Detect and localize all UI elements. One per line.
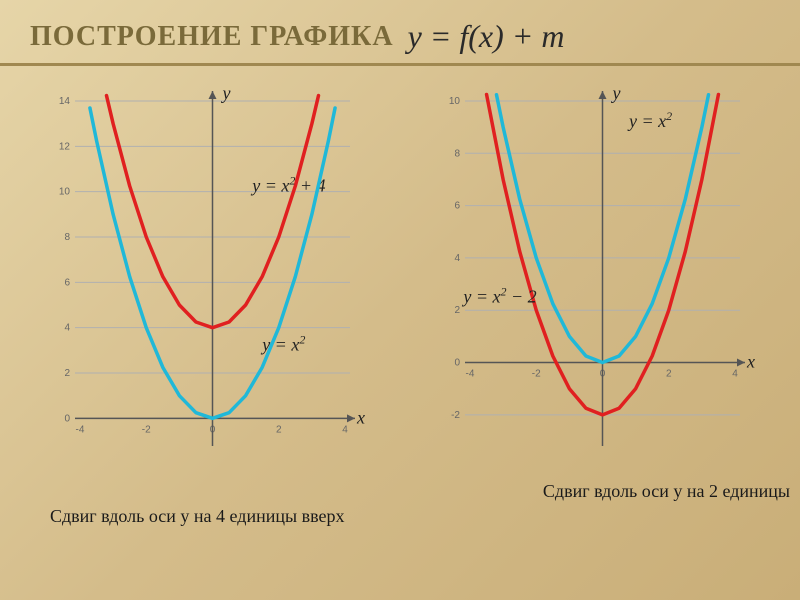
svg-text:8: 8: [64, 232, 70, 243]
captions: Сдвиг вдоль оси у на 2 единицы Сдвиг вдо…: [0, 476, 800, 527]
svg-text:6: 6: [64, 277, 70, 288]
caption-right: Сдвиг вдоль оси у на 2 единицы: [50, 481, 790, 502]
title-bar: ПОСТРОЕНИЕ ГРАФИКА y = f(x) + m: [0, 0, 800, 66]
svg-text:y = x2: y = x2: [627, 109, 672, 131]
svg-text:10: 10: [449, 96, 461, 107]
svg-text:y: y: [221, 86, 231, 103]
svg-text:2: 2: [64, 368, 70, 379]
svg-text:4: 4: [64, 323, 70, 334]
svg-text:-2: -2: [532, 369, 541, 380]
svg-text:2: 2: [666, 369, 672, 380]
title-formula: y = f(x) + m: [408, 18, 565, 55]
svg-text:y = x2: y = x2: [260, 332, 305, 354]
svg-text:-2: -2: [142, 424, 151, 435]
svg-text:12: 12: [59, 141, 71, 152]
svg-text:6: 6: [454, 201, 460, 212]
svg-text:2: 2: [276, 424, 282, 435]
svg-text:8: 8: [454, 148, 460, 159]
svg-text:x: x: [356, 407, 365, 427]
svg-text:10: 10: [59, 187, 71, 198]
caption-left: Сдвиг вдоль оси у на 4 единицы вверх: [50, 506, 790, 527]
svg-text:-4: -4: [76, 424, 85, 435]
svg-text:4: 4: [342, 424, 348, 435]
svg-text:4: 4: [454, 253, 460, 264]
svg-text:4: 4: [732, 369, 738, 380]
svg-text:y = x2 + 4: y = x2 + 4: [250, 174, 325, 196]
svg-text:14: 14: [59, 96, 71, 107]
svg-text:y: y: [611, 86, 621, 103]
svg-text:-4: -4: [466, 369, 475, 380]
svg-text:x: x: [746, 352, 755, 372]
svg-text:y = x2 − 2: y = x2 − 2: [461, 284, 536, 306]
page-title: ПОСТРОЕНИЕ ГРАФИКА: [30, 21, 394, 53]
chart-right: -20246810-4-2024xyy = x2y = x2 − 2: [425, 86, 765, 471]
svg-text:0: 0: [454, 358, 460, 369]
svg-text:-2: -2: [451, 410, 460, 421]
chart-left: 02468101214-4-2024xyy = x2 + 4y = x2: [35, 86, 375, 471]
svg-text:0: 0: [64, 413, 70, 424]
svg-text:2: 2: [454, 305, 460, 316]
charts-container: 02468101214-4-2024xyy = x2 + 4y = x2 -20…: [0, 66, 800, 476]
